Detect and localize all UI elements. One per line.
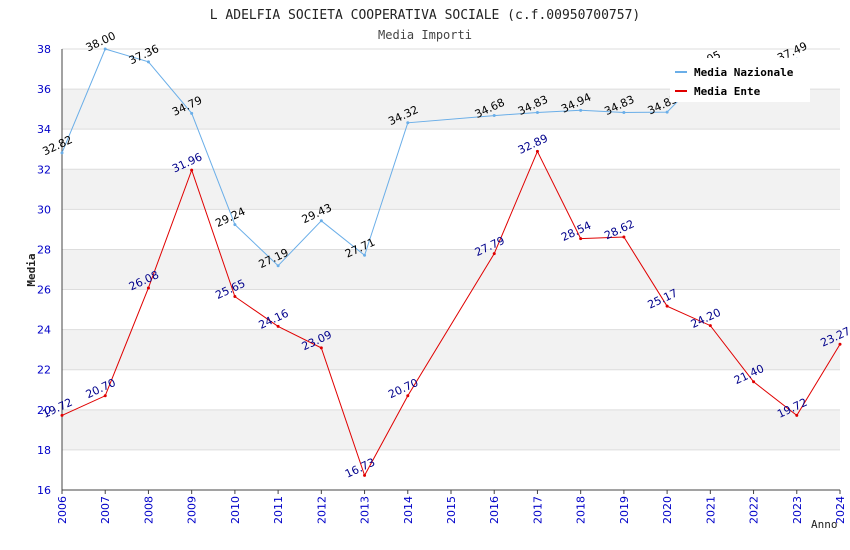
x-tick-label: 2010 bbox=[229, 496, 242, 524]
data-point bbox=[276, 324, 280, 328]
data-point bbox=[579, 237, 583, 241]
data-point bbox=[492, 114, 496, 118]
x-tick-label: 2016 bbox=[488, 496, 501, 524]
data-label: 16.73 bbox=[343, 456, 377, 481]
x-tick-label: 2024 bbox=[834, 496, 847, 524]
x-tick-label: 2011 bbox=[272, 496, 285, 524]
x-tick-label: 2018 bbox=[575, 496, 588, 524]
x-tick-label: 2022 bbox=[748, 496, 761, 524]
x-tick-label: 2012 bbox=[315, 496, 328, 524]
x-tick-label: 2015 bbox=[445, 496, 458, 524]
data-point bbox=[579, 108, 583, 112]
y-tick-label: 24 bbox=[37, 324, 51, 337]
data-point bbox=[406, 121, 410, 125]
y-axis-label: Media bbox=[25, 253, 38, 286]
data-point bbox=[60, 151, 64, 155]
y-tick-label: 18 bbox=[37, 444, 51, 457]
x-tick-label: 2006 bbox=[56, 496, 69, 524]
x-tick-label: 2008 bbox=[142, 496, 155, 524]
data-point bbox=[622, 235, 626, 239]
x-tick-label: 2020 bbox=[661, 496, 674, 524]
plot-band bbox=[62, 169, 840, 210]
y-tick-label: 36 bbox=[37, 83, 51, 96]
data-point bbox=[535, 149, 539, 153]
x-tick-labels: 2006 2007 2008 2009 2010 2011 2012 2013 2014 2015… bbox=[56, 496, 847, 524]
data-point bbox=[233, 295, 237, 299]
data-point bbox=[363, 473, 367, 477]
y-tick-label: 16 bbox=[37, 484, 51, 497]
legend-entry: Media Ente bbox=[694, 85, 761, 98]
data-label: 24.16 bbox=[257, 307, 291, 332]
data-point bbox=[60, 413, 64, 417]
data-label: 32.82 bbox=[40, 133, 74, 158]
x-tick-label: 2014 bbox=[402, 496, 415, 524]
series-line-1 bbox=[61, 150, 841, 477]
data-label: 28.54 bbox=[559, 219, 593, 244]
x-tick-label: 2019 bbox=[618, 496, 631, 524]
y-tick-label: 26 bbox=[37, 284, 51, 297]
y-tick-label: 38 bbox=[37, 43, 51, 56]
data-point bbox=[535, 111, 539, 115]
data-label: 32.89 bbox=[516, 132, 550, 157]
data-point bbox=[622, 111, 626, 115]
data-point bbox=[276, 264, 280, 268]
x-tick-label: 2021 bbox=[704, 496, 717, 524]
data-label: 38.00 bbox=[84, 29, 118, 54]
data-label: 28.62 bbox=[602, 217, 636, 242]
y-tick-label: 20 bbox=[37, 404, 51, 417]
data-point bbox=[146, 60, 150, 64]
data-point bbox=[190, 111, 194, 115]
data-point bbox=[103, 47, 107, 51]
x-axis-label: Anno bbox=[811, 518, 838, 531]
data-point bbox=[146, 286, 150, 290]
y-tick-label: 22 bbox=[37, 364, 51, 377]
data-point bbox=[708, 324, 712, 328]
y-tick-label: 32 bbox=[37, 163, 51, 176]
x-tick-label: 2007 bbox=[99, 496, 112, 524]
x-tick-label: 2017 bbox=[531, 496, 544, 524]
x-tick-label: 2023 bbox=[791, 496, 804, 524]
data-point bbox=[665, 304, 669, 308]
data-point bbox=[190, 168, 194, 172]
data-point bbox=[752, 380, 756, 384]
data-point bbox=[319, 346, 323, 350]
x-tick-label: 2009 bbox=[186, 496, 199, 524]
data-label: 25.17 bbox=[646, 286, 680, 311]
data-point bbox=[363, 253, 367, 257]
chart-title: L ADELFIA SOCIETA COOPERATIVA SOCIALE (c… bbox=[210, 8, 640, 23]
y-tick-label: 28 bbox=[37, 243, 51, 256]
data-label: 24.20 bbox=[689, 306, 723, 331]
chart-subtitle: Media Importi bbox=[378, 28, 472, 42]
data-point bbox=[492, 252, 496, 256]
data-point bbox=[838, 342, 842, 346]
data-label: 20.70 bbox=[386, 376, 420, 401]
data-point bbox=[406, 394, 410, 398]
legend-box bbox=[670, 58, 810, 102]
plot-band bbox=[62, 249, 840, 290]
data-label: 37.36 bbox=[127, 42, 161, 67]
data-point bbox=[319, 219, 323, 223]
x-tick-label: 2013 bbox=[359, 496, 372, 524]
plot-bands bbox=[62, 89, 840, 450]
y-tick-label: 34 bbox=[37, 123, 51, 136]
plot-band bbox=[62, 409, 840, 450]
data-point bbox=[233, 223, 237, 227]
y-tick-label: 30 bbox=[37, 203, 51, 216]
legend: Media Nazionale Media Ente bbox=[670, 58, 810, 102]
legend-entry: Media Nazionale bbox=[694, 66, 794, 79]
data-point bbox=[103, 394, 107, 398]
data-point bbox=[795, 413, 799, 417]
y-tick-labels: 16 18 20 22 24 26 28 30 32 34 36 38 bbox=[37, 43, 51, 497]
plot-band bbox=[62, 329, 840, 370]
data-point bbox=[665, 110, 669, 114]
